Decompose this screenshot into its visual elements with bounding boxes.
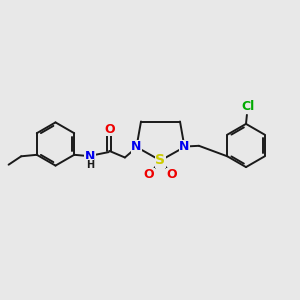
Text: Cl: Cl [241, 100, 254, 113]
Text: S: S [155, 154, 166, 167]
Text: N: N [85, 150, 95, 163]
Text: O: O [104, 123, 115, 136]
Text: N: N [131, 140, 142, 154]
Text: N: N [179, 140, 190, 154]
Text: O: O [144, 168, 154, 182]
Text: O: O [167, 168, 177, 182]
Text: H: H [86, 160, 94, 170]
